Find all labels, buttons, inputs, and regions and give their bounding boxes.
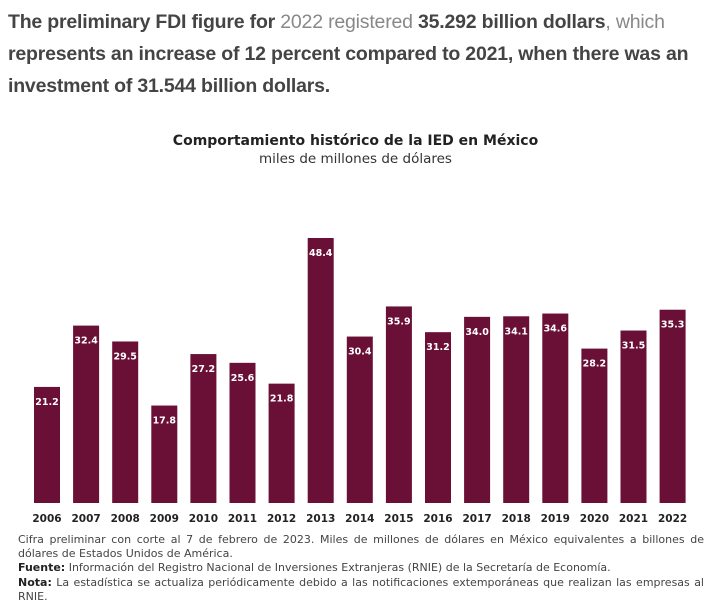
x-tick-label: 2015 xyxy=(384,513,413,525)
note-nota: Nota: La estadística se actualiza periód… xyxy=(18,576,704,604)
data-label: 48.4 xyxy=(309,248,333,259)
bar-2010 xyxy=(190,354,217,503)
bar-2007 xyxy=(73,325,100,503)
bar-2014 xyxy=(346,336,373,503)
bar-2006 xyxy=(34,386,60,503)
data-label: 27.2 xyxy=(192,364,215,375)
x-tick-label: 2010 xyxy=(189,513,218,525)
intro-text: represents an increase of 12 percent com… xyxy=(8,43,689,97)
data-label: 34.0 xyxy=(465,327,489,338)
intro-highlight: 35.292 billion dollars xyxy=(418,11,606,33)
x-tick-label: 2013 xyxy=(306,513,335,525)
data-label: 29.5 xyxy=(113,351,136,362)
x-tick-label: 2022 xyxy=(658,513,687,525)
chart-subtitle: miles de millones de dólares xyxy=(259,151,452,167)
bar-2018 xyxy=(503,316,530,503)
x-tick-label: 2017 xyxy=(462,513,491,525)
note-source: Fuente: Información del Registro Naciona… xyxy=(18,561,704,575)
bar-2008 xyxy=(112,341,139,503)
data-label: 34.1 xyxy=(504,326,527,337)
data-label: 21.2 xyxy=(35,397,58,408)
data-label: 35.9 xyxy=(387,316,410,327)
x-tick-label: 2012 xyxy=(267,513,296,525)
x-tick-label: 2007 xyxy=(71,513,100,525)
bar-2011 xyxy=(229,362,256,503)
x-tick-label: 2008 xyxy=(111,513,140,525)
x-tick-label: 2020 xyxy=(580,513,609,525)
chart-title: Comportamiento histórico de la IED en Mé… xyxy=(172,133,539,149)
x-tick-label: 2006 xyxy=(32,513,61,525)
data-label: 35.3 xyxy=(661,320,684,331)
x-tick-label: 2021 xyxy=(619,513,648,525)
data-label: 32.4 xyxy=(74,336,98,347)
x-tick-label: 2018 xyxy=(502,513,531,525)
bar-2009 xyxy=(151,405,178,503)
bar-2019 xyxy=(542,313,569,503)
data-label: 31.5 xyxy=(622,341,645,352)
intro-text-light: , which xyxy=(605,11,665,33)
bar-2012 xyxy=(268,383,295,503)
x-tick-label: 2019 xyxy=(541,513,570,525)
bar-2021 xyxy=(620,330,647,503)
bar-2016 xyxy=(425,332,451,503)
nota-text: La estadística se actualiza periódicamen… xyxy=(18,575,704,603)
x-tick-label: 2016 xyxy=(423,513,452,525)
intro-text-light: 2022 registered xyxy=(280,11,418,33)
data-label: 30.4 xyxy=(348,347,372,358)
data-label: 25.6 xyxy=(231,373,255,384)
intro-text: The preliminary FDI figure for xyxy=(8,11,281,33)
data-label: 34.6 xyxy=(544,324,568,335)
bar-2020 xyxy=(581,348,608,503)
source-label: Fuente: xyxy=(18,561,66,575)
note-preliminary: Cifra preliminar con corte al 7 de febre… xyxy=(18,533,704,561)
data-label: 21.8 xyxy=(270,394,294,405)
bar-2022 xyxy=(659,309,686,503)
x-tick-label: 2009 xyxy=(150,513,179,525)
x-tick-label: 2014 xyxy=(345,513,374,525)
bar-2013 xyxy=(307,238,334,503)
data-label: 31.2 xyxy=(426,342,449,353)
bar-chart: 21.2 2006 32.4 2007 29.5 2008 17.8 2009 27.2 2010… xyxy=(32,238,687,525)
nota-label: Nota: xyxy=(18,575,52,589)
data-label: 28.2 xyxy=(583,359,606,370)
intro-paragraph: The preliminary FDI figure for 2022 regi… xyxy=(8,6,708,102)
bar-2015 xyxy=(385,306,412,503)
bar-2017 xyxy=(464,316,491,503)
x-tick-label: 2011 xyxy=(228,513,257,525)
source-text: Información del Registro Nacional de Inv… xyxy=(65,561,611,575)
data-label: 17.8 xyxy=(153,416,177,427)
chart-notes: Cifra preliminar con corte al 7 de febre… xyxy=(18,533,704,604)
